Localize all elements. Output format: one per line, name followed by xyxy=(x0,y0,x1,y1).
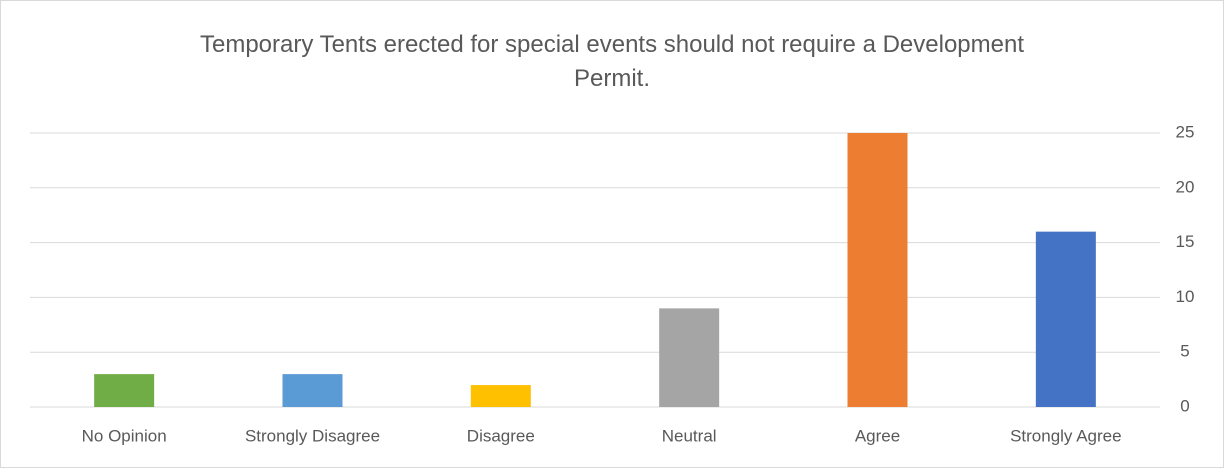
x-tick-label: Neutral xyxy=(662,426,717,445)
bar xyxy=(470,385,531,407)
x-tick-label: Agree xyxy=(855,426,900,445)
chart-title: Temporary Tents erected for special even… xyxy=(199,31,1024,92)
bar xyxy=(1035,231,1096,407)
y-tick-label: 5 xyxy=(1180,342,1189,361)
bar xyxy=(847,133,908,407)
x-tick-label: Disagree xyxy=(467,426,535,445)
bar xyxy=(282,374,343,407)
bar xyxy=(94,374,155,407)
y-tick-label: 10 xyxy=(1176,287,1195,306)
x-tick-label: No Opinion xyxy=(82,426,167,445)
y-tick-label: 20 xyxy=(1176,177,1195,196)
bar xyxy=(659,308,720,407)
x-tick-label: Strongly Agree xyxy=(1010,426,1122,445)
x-tick-label: Strongly Disagree xyxy=(245,426,380,445)
y-tick-label: 15 xyxy=(1176,232,1195,251)
y-tick-label: 25 xyxy=(1176,122,1195,141)
y-tick-label: 0 xyxy=(1180,396,1189,415)
